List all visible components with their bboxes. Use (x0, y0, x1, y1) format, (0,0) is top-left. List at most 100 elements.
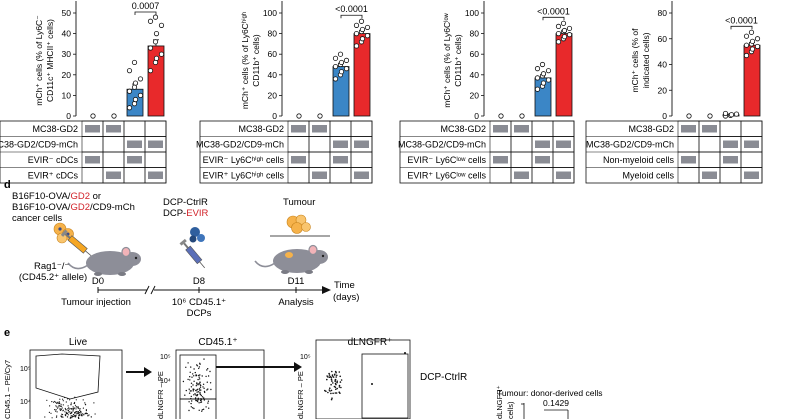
flow-event-dot (71, 417, 73, 419)
y-tick-label: 40 (268, 70, 278, 80)
data-point (126, 88, 133, 94)
data-point (519, 113, 525, 119)
flow-event-dot (327, 391, 329, 394)
table-cell (308, 151, 331, 168)
flow-event-dot (71, 415, 73, 417)
flow-event-dot (205, 406, 207, 408)
y-tick-label: 100 (465, 8, 479, 18)
flow-event-dot (80, 412, 82, 414)
y-axis-label-live: CD45.1 – PE/Cy7 (3, 360, 12, 419)
flow-event-dot (74, 411, 76, 414)
data-point (364, 24, 371, 31)
table-cell (552, 167, 575, 184)
flow-event-dot (334, 382, 337, 385)
data-point (534, 66, 541, 72)
flow-event-dot (201, 410, 203, 412)
flow-event-dot (328, 389, 331, 391)
flow-event-dot (50, 412, 52, 414)
time-axis-label: Time (days) (333, 280, 359, 303)
flow-event-dot (335, 392, 338, 394)
table-cell (350, 151, 373, 168)
row-label-dcp-ctrlr: DCP-CtrlR (420, 372, 467, 383)
flow-event-dot (194, 393, 196, 395)
flow-event-dot (195, 394, 197, 396)
flow-event-dot (193, 368, 195, 370)
flow-event-dot (62, 404, 64, 406)
flow-event-dot (74, 404, 77, 406)
flow-event-dot (191, 400, 193, 402)
flow-event-dot (335, 376, 338, 378)
data-point (152, 59, 159, 66)
panel-e: e Live CD45.1⁺ dLNGFR⁺ 10⁵ 10⁴ CD45.1 – … (3, 327, 603, 419)
data-point (566, 32, 573, 38)
flow-event-dot (190, 402, 192, 405)
table-cell-filled (127, 140, 142, 148)
data-point (343, 66, 350, 72)
event-tumour-injection: Tumour injection (61, 297, 131, 308)
flow-event-dot (196, 383, 198, 385)
flow-event-dot (72, 406, 74, 408)
flow-event-dot (79, 414, 81, 416)
flow-event-dot (79, 412, 81, 414)
data-point (743, 33, 750, 39)
flow-event-dot (77, 413, 80, 415)
table-cell-filled (702, 171, 717, 179)
flow-event-dot (49, 405, 51, 407)
flow-event-dot (207, 375, 210, 377)
flow-event-dot (82, 399, 84, 401)
y-tick-label: 60 (658, 34, 668, 44)
flow-event-dot (70, 402, 72, 404)
table-cell-filled (291, 156, 306, 164)
flow-event-dot (188, 392, 191, 394)
data-point (743, 52, 750, 59)
flow-event-dot (335, 388, 337, 391)
table-row-label: Myeloid cells (622, 171, 674, 181)
table-cell-filled (514, 125, 529, 133)
flow-event-dot (371, 383, 373, 385)
data-point (158, 22, 165, 28)
flow-dots-cd45 (182, 358, 212, 412)
gate-title-dlngfr: dLNGFR⁺ (348, 337, 393, 348)
flow-event-dot (66, 412, 69, 414)
y-tick-label: 0 (474, 111, 479, 121)
data-point (131, 59, 138, 66)
timeline-axis (97, 285, 331, 295)
flow-event-dot (330, 383, 332, 386)
flow-event-dot (189, 371, 191, 373)
pvalue-label: <0.0001 (335, 4, 368, 14)
tick-label-4: 10⁴ (160, 378, 171, 385)
bar (555, 33, 573, 117)
table-cell (81, 167, 104, 184)
flow-event-dot (51, 401, 53, 403)
flow-event-dot (59, 402, 61, 404)
flow-event-dot (77, 407, 79, 409)
flow-event-dot (198, 409, 200, 411)
flow-event-dot (336, 387, 339, 390)
tick-label-2: 10⁴ (20, 399, 31, 406)
flow-event-dot (206, 381, 208, 383)
flow-event-dot (62, 398, 64, 400)
y-tick-label: 40 (470, 70, 480, 80)
flow-event-dot (190, 366, 192, 368)
y-tick-label: 60 (268, 49, 278, 59)
inset-pvalue: 0.1429 (543, 398, 569, 408)
gate-arrow-2-head (294, 362, 302, 372)
bar-panel-ly6chigh: 100 80 60 40 20 0 mCh⁺ cells (% of Ly6Cʰⁱᵍʰ CD1… (196, 1, 373, 184)
table-cell (144, 120, 167, 137)
flow-event-dot (56, 406, 58, 408)
flow-event-dot (204, 391, 206, 394)
flow-event-dot (65, 414, 67, 416)
flow-event-dot (187, 378, 189, 381)
pvalue-bracket (542, 16, 565, 21)
flow-event-dot (196, 394, 198, 397)
bar-panel-myeloid: 80 60 40 20 0 mCh⁺ cells (% of indicated cells… (585, 1, 763, 184)
table-row-label: MC38-GD2 (238, 124, 284, 134)
flow-event-dot (77, 416, 80, 419)
flow-event-dot (198, 374, 200, 377)
table-cell (677, 136, 700, 153)
flow-event-dot (58, 406, 60, 408)
data-point (754, 36, 761, 42)
data-point (132, 80, 139, 86)
flow-event-dot (59, 409, 62, 411)
